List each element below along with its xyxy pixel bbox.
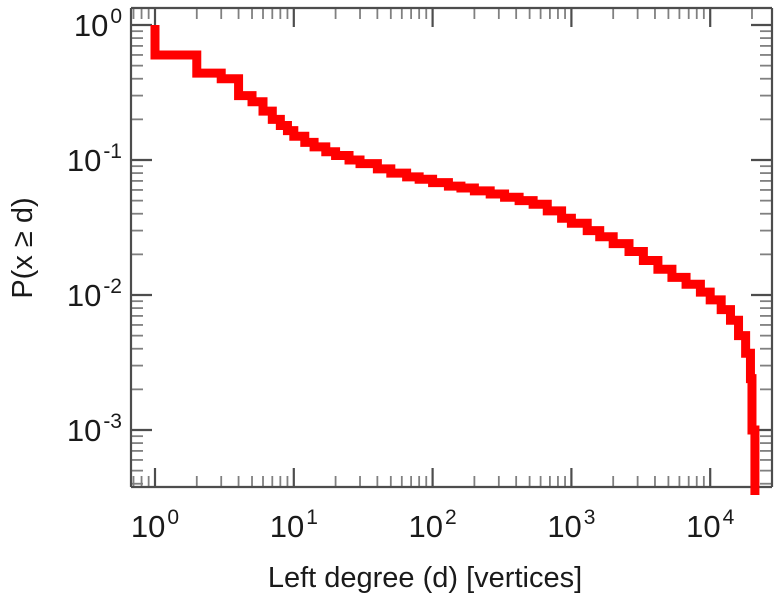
x-tick-label: 104 <box>686 506 734 544</box>
x-tick-label: 102 <box>409 506 457 544</box>
y-axis-title: P(x ≥ d) <box>7 197 39 298</box>
x-tick-label: 101 <box>270 506 318 544</box>
x-tick-labels: 100 101 102 103 104 <box>131 506 735 544</box>
axes-frame <box>129 6 774 489</box>
y-tick-label: 100 <box>74 5 122 43</box>
x-axis-title: Left degree (d) [vertices] <box>268 562 582 594</box>
x-tick-label: 100 <box>131 506 179 544</box>
y-tick-label: 10-3 <box>67 410 122 448</box>
x-tick-label: 103 <box>547 506 595 544</box>
y-tick-label: 10-2 <box>67 275 122 313</box>
y-tick-labels: 100 10-1 10-2 10-3 <box>67 5 122 448</box>
data-series-layer <box>150 25 760 495</box>
y-tick-label: 10-1 <box>67 140 122 178</box>
minor-tick-marks <box>131 8 772 487</box>
data-series-line <box>150 25 760 495</box>
